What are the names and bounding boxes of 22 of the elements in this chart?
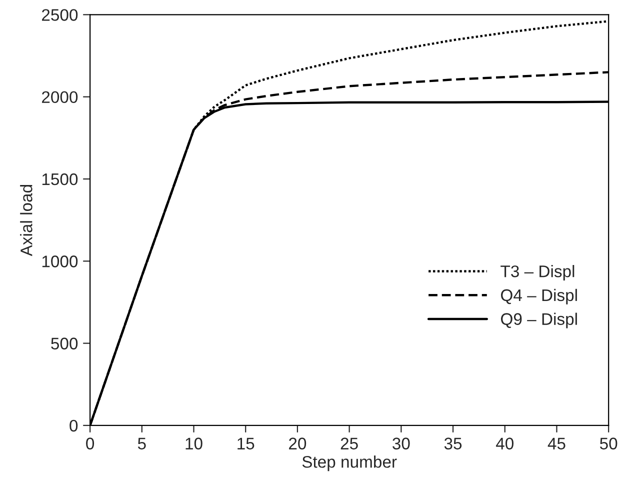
y-tick-label: 1500: [42, 173, 78, 186]
legend-label: Q9 – Displ: [501, 312, 577, 328]
x-tick-label: 40: [496, 438, 514, 450]
y-tick-label: 2500: [42, 9, 78, 21]
y-axis-title: Axial load: [20, 184, 32, 256]
x-tick-label: 35: [444, 438, 462, 450]
x-tick-label: 20: [289, 438, 306, 450]
x-tick-label: 10: [186, 438, 202, 450]
legend-label: T3 – Displ: [500, 265, 574, 281]
y-tick-label: 1000: [42, 256, 78, 268]
y-tick-label: 500: [51, 338, 78, 350]
x-tick-label: 15: [238, 438, 254, 450]
x-tick-label: 30: [392, 438, 410, 450]
x-axis-title: Step number: [302, 456, 397, 472]
y-tick-label: 0: [70, 420, 78, 432]
legend-label: Q4 – Displ: [501, 288, 577, 304]
x-tick-label: 5: [138, 438, 146, 450]
x-tick-label: 25: [340, 438, 358, 450]
x-tick-label: 0: [86, 438, 94, 450]
y-tick-label: 2000: [42, 91, 78, 104]
x-tick-label: 45: [548, 438, 566, 450]
x-tick-label: 50: [600, 438, 618, 450]
